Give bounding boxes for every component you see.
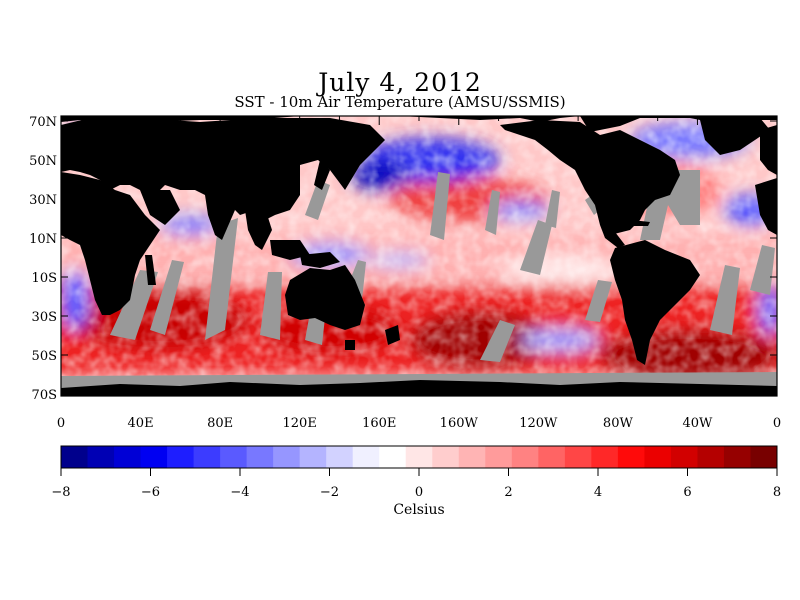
colorbar-segment: [140, 446, 168, 468]
colorbar-tick-label: 2: [504, 485, 512, 500]
colorbar-segment: [432, 446, 460, 468]
lon-label: 120E: [283, 416, 317, 431]
colorbar-segment: [564, 446, 592, 468]
colorbar-segment: [326, 446, 354, 468]
colorbar-tick-label: 6: [683, 485, 691, 500]
colorbar-segment: [61, 446, 89, 468]
colorbar-tick-label: −4: [230, 485, 249, 500]
colorbar-segment: [591, 446, 619, 468]
lon-label: 160E: [362, 416, 396, 431]
colorbar-segment: [352, 446, 380, 468]
lat-label: 50N: [29, 154, 57, 169]
lon-label: 80W: [603, 416, 634, 431]
colorbar-segment: [87, 446, 115, 468]
latitude-axis: 70N 50N 30N 10N 10S 30S 50S 70S: [29, 115, 777, 403]
colorbar-segment: [511, 446, 539, 468]
colorbar: [60, 445, 778, 469]
colorbar-segment: [723, 446, 751, 468]
colorbar-tick-label: 4: [594, 485, 602, 500]
colorbar-segment: [246, 446, 274, 468]
sst-anomaly-field: [61, 116, 777, 396]
colorbar-segment: [750, 446, 778, 468]
colorbar-segment: [193, 446, 221, 468]
colorbar-tick-label: −6: [141, 485, 160, 500]
lat-label: 10N: [29, 232, 57, 247]
map-subtitle: SST - 10m Air Temperature (AMSU/SSMIS): [234, 93, 566, 111]
colorbar-segment: [697, 446, 725, 468]
colorbar-tick-label: −2: [320, 485, 339, 500]
colorbar-segment: [644, 446, 672, 468]
colorbar-segment: [273, 446, 301, 468]
lon-label: 120W: [519, 416, 558, 431]
colorbar-segment: [379, 446, 407, 468]
map-title: July 4, 2012: [318, 68, 482, 97]
colorbar-segment: [405, 446, 433, 468]
lat-label: 70N: [29, 115, 57, 130]
lon-label: 0: [773, 416, 781, 431]
colorbar-segment: [485, 446, 513, 468]
colorbar-segment: [458, 446, 486, 468]
lat-label: 50S: [32, 349, 57, 364]
colorbar-segment: [220, 446, 248, 468]
colorbar-tick-label: −8: [51, 485, 70, 500]
lat-label: 70S: [32, 388, 57, 403]
lat-label: 30N: [29, 193, 57, 208]
colorbar-segment: [617, 446, 645, 468]
colorbar-tick-label: 0: [415, 485, 423, 500]
colorbar-segment: [114, 446, 142, 468]
land-masses: [61, 116, 777, 396]
longitude-axis: 0 40E 80E 120E 160E 160W 120W 80W 40W 0: [57, 116, 781, 431]
lon-label: 40W: [682, 416, 713, 431]
lon-label: 80E: [207, 416, 233, 431]
lon-label: 0: [57, 416, 65, 431]
colorbar-unit-label: Celsius: [393, 502, 444, 518]
colorbar-segment: [538, 446, 566, 468]
colorbar-segment: [299, 446, 327, 468]
lon-label: 40E: [128, 416, 154, 431]
lon-label: 160W: [440, 416, 479, 431]
colorbar-tick-label: 8: [773, 485, 781, 500]
colorbar-segment: [670, 446, 698, 468]
colorbar-segment: [167, 446, 195, 468]
colorbar-axis: −8 −6 −4 −2 0 2 4 6 8: [51, 468, 781, 500]
lat-label: 10S: [32, 271, 57, 286]
lat-label: 30S: [32, 310, 57, 325]
